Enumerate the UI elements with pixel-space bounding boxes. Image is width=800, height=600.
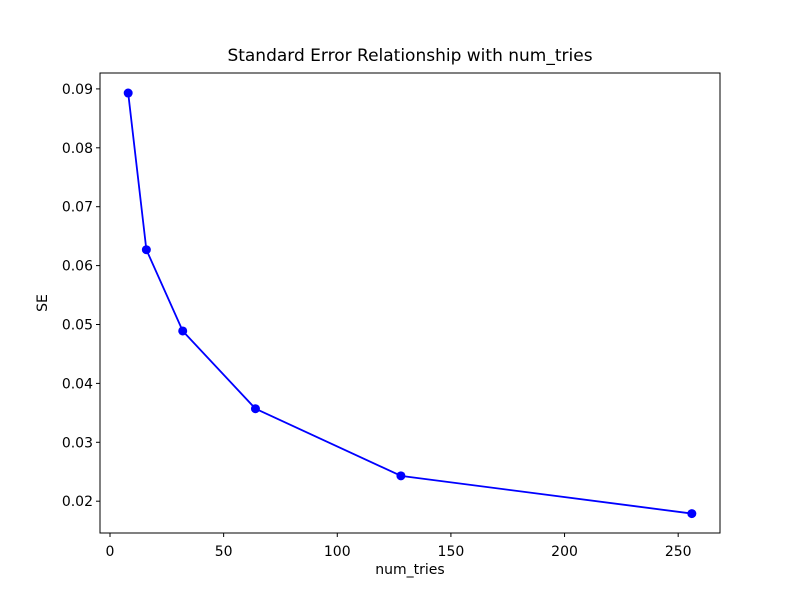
y-tick-label: 0.08 [62, 141, 93, 157]
x-tick-label: 100 [324, 544, 351, 560]
data-point-marker [141, 245, 151, 255]
plot-area: 0 50 100 150 200 250 0.02 0.03 0.04 0.05 0.06 0.07 0… [62, 72, 721, 560]
y-tick-label: 0.07 [62, 200, 93, 216]
axes-spines [99, 72, 721, 534]
y-tick-label: 0.09 [62, 82, 93, 98]
x-tick-label: 0 [106, 544, 115, 560]
x-tick-label: 200 [551, 544, 578, 560]
y-tick-label: 0.04 [62, 376, 93, 392]
x-axis-label: num_tries [375, 562, 444, 578]
chart-title: Standard Error Relationship with num_tri… [227, 46, 592, 66]
data-point-marker [178, 326, 188, 336]
data-point-marker [123, 88, 133, 98]
y-tick-label: 0.05 [62, 317, 93, 333]
y-tick-label: 0.06 [62, 259, 93, 275]
data-line [127, 92, 693, 515]
y-tick-label: 0.03 [62, 435, 93, 451]
data-point-marker [687, 509, 697, 519]
data-point-marker [396, 471, 406, 481]
y-tick-label: 0.02 [62, 494, 93, 510]
x-tick-label: 50 [215, 544, 233, 560]
x-tick-label: 250 [665, 544, 692, 560]
data-point-marker [250, 404, 260, 414]
y-axis-label: SE [35, 294, 51, 312]
x-tick-label: 150 [438, 544, 465, 560]
